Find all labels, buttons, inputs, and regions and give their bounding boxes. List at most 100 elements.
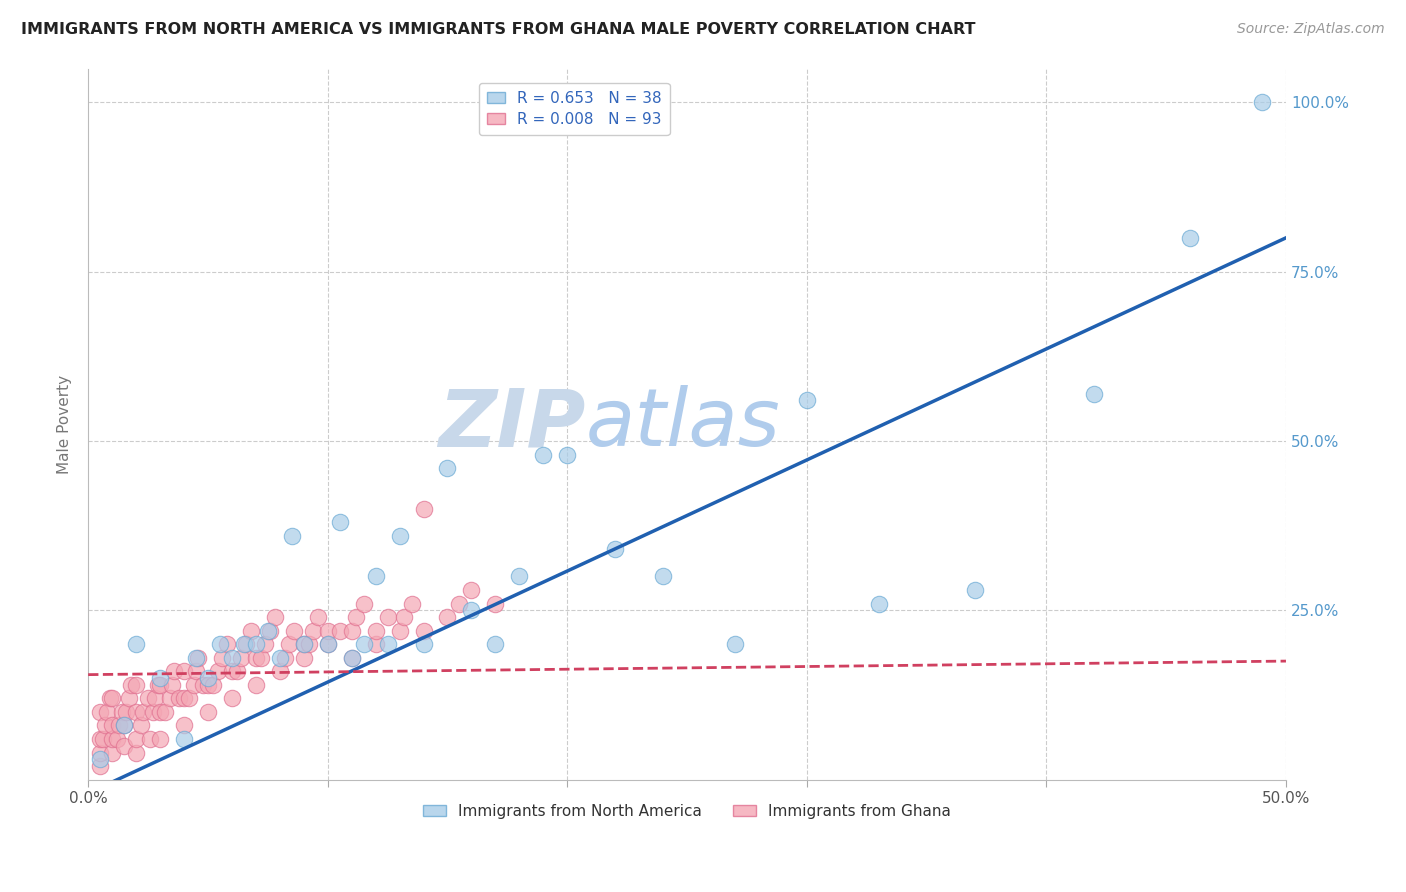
Point xyxy=(89,752,111,766)
Point xyxy=(149,731,172,746)
Point xyxy=(377,610,399,624)
Point xyxy=(159,691,181,706)
Point xyxy=(149,678,172,692)
Point xyxy=(139,731,162,746)
Point xyxy=(963,582,986,597)
Point xyxy=(264,610,287,624)
Point xyxy=(508,569,530,583)
Text: atlas: atlas xyxy=(585,385,780,463)
Point xyxy=(211,650,233,665)
Point xyxy=(1178,231,1201,245)
Point xyxy=(89,746,111,760)
Point xyxy=(112,739,135,753)
Point xyxy=(724,637,747,651)
Point xyxy=(160,678,183,692)
Point xyxy=(340,650,363,665)
Point xyxy=(221,650,243,665)
Point xyxy=(388,529,411,543)
Point xyxy=(125,705,148,719)
Point xyxy=(281,529,304,543)
Point xyxy=(125,746,148,760)
Point xyxy=(149,671,172,685)
Point xyxy=(187,650,209,665)
Point xyxy=(302,624,325,638)
Point xyxy=(153,705,176,719)
Point xyxy=(555,448,578,462)
Point xyxy=(460,603,482,617)
Point xyxy=(142,705,165,719)
Point xyxy=(868,597,890,611)
Point xyxy=(112,718,135,732)
Point xyxy=(98,691,121,706)
Point xyxy=(412,637,434,651)
Point xyxy=(125,637,148,651)
Point xyxy=(1251,95,1274,110)
Point xyxy=(329,624,352,638)
Point xyxy=(183,678,205,692)
Point xyxy=(340,650,363,665)
Point xyxy=(231,650,253,665)
Point xyxy=(292,637,315,651)
Point xyxy=(297,637,319,651)
Point xyxy=(217,637,239,651)
Point xyxy=(94,718,117,732)
Point xyxy=(269,665,291,679)
Point xyxy=(245,678,267,692)
Point xyxy=(364,624,387,638)
Point xyxy=(173,665,195,679)
Point xyxy=(412,624,434,638)
Point xyxy=(269,650,291,665)
Text: Source: ZipAtlas.com: Source: ZipAtlas.com xyxy=(1237,22,1385,37)
Point xyxy=(436,610,458,624)
Point xyxy=(316,637,339,651)
Point xyxy=(221,665,243,679)
Point xyxy=(273,650,295,665)
Point xyxy=(292,637,315,651)
Point xyxy=(232,637,254,651)
Point xyxy=(201,678,224,692)
Point xyxy=(108,718,131,732)
Point xyxy=(353,597,375,611)
Point xyxy=(207,665,229,679)
Point xyxy=(449,597,471,611)
Point xyxy=(388,624,411,638)
Point xyxy=(197,671,219,685)
Point xyxy=(484,637,506,651)
Point xyxy=(129,718,152,732)
Point xyxy=(197,705,219,719)
Point xyxy=(89,705,111,719)
Point xyxy=(120,678,142,692)
Point xyxy=(173,691,195,706)
Point xyxy=(245,637,267,651)
Text: ZIP: ZIP xyxy=(437,385,585,463)
Point xyxy=(436,461,458,475)
Point xyxy=(173,731,195,746)
Point xyxy=(177,691,200,706)
Text: IMMIGRANTS FROM NORTH AMERICA VS IMMIGRANTS FROM GHANA MALE POVERTY CORRELATION : IMMIGRANTS FROM NORTH AMERICA VS IMMIGRA… xyxy=(21,22,976,37)
Point xyxy=(101,746,124,760)
Point xyxy=(340,624,363,638)
Point xyxy=(259,624,281,638)
Point xyxy=(283,624,305,638)
Point xyxy=(167,691,190,706)
Point xyxy=(115,705,138,719)
Point xyxy=(316,624,339,638)
Point xyxy=(316,637,339,651)
Point xyxy=(394,610,416,624)
Point xyxy=(132,705,155,719)
Point xyxy=(101,718,124,732)
Point xyxy=(249,650,271,665)
Point xyxy=(605,542,627,557)
Point xyxy=(278,637,301,651)
Point xyxy=(364,569,387,583)
Point xyxy=(364,637,387,651)
Point xyxy=(254,637,277,651)
Point xyxy=(796,393,818,408)
Point xyxy=(91,731,114,746)
Point xyxy=(484,597,506,611)
Point xyxy=(89,759,111,773)
Point xyxy=(245,650,267,665)
Point xyxy=(191,678,214,692)
Point xyxy=(184,650,207,665)
Point xyxy=(225,665,247,679)
